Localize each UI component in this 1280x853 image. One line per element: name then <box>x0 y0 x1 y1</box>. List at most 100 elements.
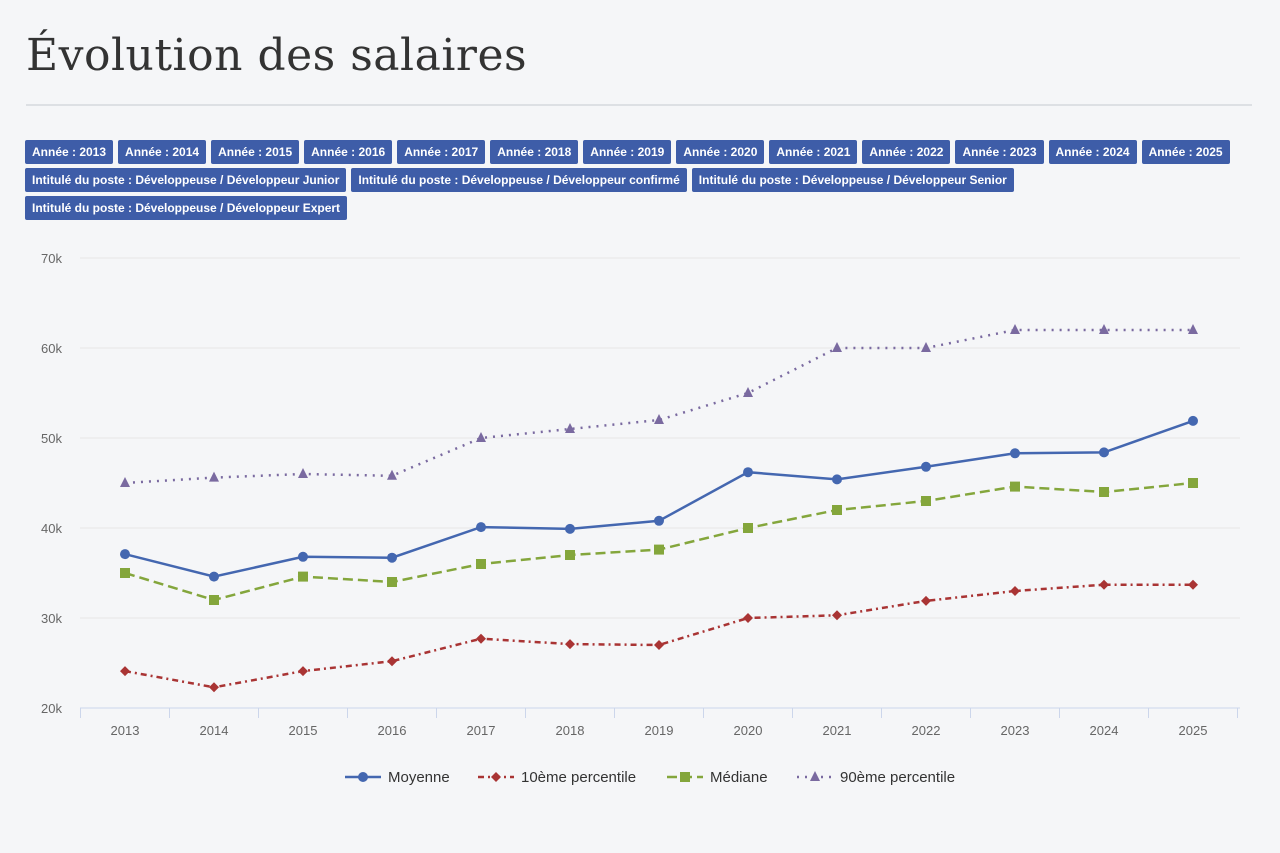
data-point-triangle <box>921 342 931 352</box>
data-point-triangle <box>1188 324 1198 334</box>
filter-tag[interactable]: Année : 2020 <box>676 140 765 164</box>
legend-item[interactable]: Moyenne <box>345 769 450 786</box>
filter-tag[interactable]: Intitulé du poste : Développeuse / Dével… <box>25 168 347 192</box>
data-point-square <box>680 772 690 782</box>
data-point-square <box>120 568 130 578</box>
y-tick-label: 60k <box>41 341 62 356</box>
filter-tag[interactable]: Année : 2017 <box>397 140 486 164</box>
filter-tag[interactable]: Année : 2024 <box>1048 140 1137 164</box>
data-point-triangle <box>654 414 664 424</box>
data-point-triangle <box>810 771 820 781</box>
legend-label: Médiane <box>710 769 768 786</box>
filter-tag[interactable]: Année : 2018 <box>490 140 579 164</box>
data-point-triangle <box>120 477 130 487</box>
series-line <box>124 328 1193 485</box>
data-point-circle <box>358 772 368 782</box>
x-tick-label: 2020 <box>734 723 763 738</box>
y-tick-label: 20k <box>41 701 62 716</box>
legend-item[interactable]: 10ème percentile <box>478 769 636 786</box>
data-point-circle <box>921 461 931 472</box>
data-point-square <box>476 559 486 569</box>
data-point-square <box>1010 481 1020 492</box>
data-point-square <box>743 523 753 533</box>
series-m-diane <box>120 478 1198 605</box>
data-point-square <box>1188 478 1198 488</box>
data-point-triangle <box>209 471 219 482</box>
data-point-square <box>832 505 842 515</box>
filter-tag[interactable]: Année : 2022 <box>862 140 951 164</box>
data-point-triangle <box>1010 324 1020 334</box>
data-point-square <box>1099 487 1109 497</box>
legend-item[interactable]: 90ème percentile <box>797 769 955 786</box>
data-point-diamond <box>743 613 753 623</box>
data-point-diamond <box>491 772 501 782</box>
data-point-diamond <box>654 640 664 650</box>
data-point-diamond <box>565 639 575 650</box>
filter-tag[interactable]: Intitulé du poste : Développeuse / Dével… <box>351 168 687 192</box>
data-point-diamond <box>120 666 130 677</box>
x-tick-label: 2019 <box>645 723 674 738</box>
y-tick-label: 40k <box>41 521 62 536</box>
filter-tag[interactable]: Année : 2021 <box>769 140 858 164</box>
data-point-circle <box>565 523 575 534</box>
data-point-diamond <box>1188 579 1198 590</box>
filter-tag[interactable]: Année : 2015 <box>211 140 300 164</box>
series-90-me-percentile <box>120 324 1198 487</box>
data-point-diamond <box>832 610 842 621</box>
data-point-diamond <box>1099 579 1109 590</box>
series-moyenne <box>120 415 1198 582</box>
y-tick-label: 50k <box>41 431 62 446</box>
x-tick-label: 2023 <box>1001 723 1030 738</box>
title-divider <box>26 104 1252 106</box>
x-tick-label: 2018 <box>556 723 585 738</box>
filter-tag[interactable]: Année : 2025 <box>1141 140 1230 164</box>
filter-tag[interactable]: Intitulé du poste : Développeuse / Dével… <box>691 168 1014 192</box>
filter-tag[interactable]: Intitulé du poste : Développeuse / Dével… <box>25 196 348 220</box>
filter-tag[interactable]: Année : 2019 <box>583 140 672 164</box>
x-tick-label: 2017 <box>467 723 496 738</box>
data-point-diamond <box>387 656 397 667</box>
x-tick-label: 2015 <box>289 723 318 738</box>
data-point-triangle <box>476 432 486 442</box>
data-point-circle <box>1010 448 1020 459</box>
filter-tag[interactable]: Année : 2013 <box>25 140 114 164</box>
x-tick-label: 2016 <box>378 723 407 738</box>
data-point-triangle <box>387 469 397 480</box>
data-point-circle <box>120 549 130 560</box>
data-point-triangle <box>565 423 575 433</box>
data-point-diamond <box>476 633 486 644</box>
page-title: Évolution des salaires <box>26 30 528 81</box>
x-tick-label: 2014 <box>200 723 229 738</box>
data-point-triangle <box>832 342 842 352</box>
data-point-circle <box>476 522 486 533</box>
filter-tag[interactable]: Année : 2023 <box>955 140 1044 164</box>
data-point-square <box>921 496 931 506</box>
data-point-square <box>654 544 664 555</box>
data-point-triangle <box>298 468 308 478</box>
data-point-circle <box>209 571 219 582</box>
x-tick-label: 2013 <box>111 723 140 738</box>
x-tick-label: 2025 <box>1179 723 1208 738</box>
data-point-square <box>565 550 575 560</box>
filter-tag[interactable]: Année : 2014 <box>118 140 207 164</box>
data-point-circle <box>832 474 842 485</box>
data-point-diamond <box>1010 586 1020 596</box>
data-point-circle <box>743 467 753 478</box>
legend-label: 90ème percentile <box>840 769 955 786</box>
y-tick-label: 70k <box>41 251 62 266</box>
data-point-triangle <box>743 387 753 397</box>
legend-label: Moyenne <box>388 769 450 786</box>
x-tick-label: 2022 <box>912 723 941 738</box>
data-point-square <box>387 577 397 587</box>
x-tick-label: 2021 <box>823 723 852 738</box>
data-point-triangle <box>1099 324 1109 334</box>
filter-tag[interactable]: Année : 2016 <box>304 140 393 164</box>
data-point-circle <box>654 515 664 526</box>
y-tick-label: 30k <box>41 611 62 626</box>
series-line <box>124 583 1193 689</box>
legend-item[interactable]: Médiane <box>667 769 768 786</box>
data-point-circle <box>387 552 397 563</box>
data-point-square <box>298 571 308 582</box>
data-point-diamond <box>298 666 308 677</box>
